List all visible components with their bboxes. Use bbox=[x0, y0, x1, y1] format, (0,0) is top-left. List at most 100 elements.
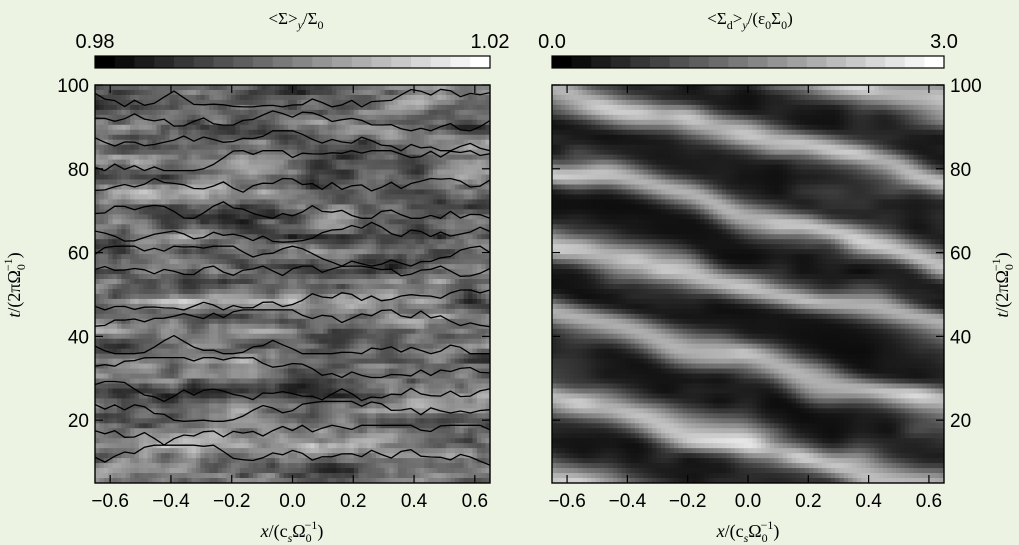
heatmap-cell bbox=[301, 149, 307, 156]
heatmap-cell bbox=[226, 89, 232, 96]
heatmap-cell bbox=[367, 343, 373, 350]
heatmap-cell bbox=[411, 134, 416, 141]
heatmap-cell bbox=[178, 144, 184, 151]
heatmap-cell bbox=[353, 199, 359, 205]
heatmap-cell bbox=[424, 124, 430, 131]
heatmap-cell bbox=[178, 214, 184, 220]
heatmap-cell bbox=[371, 209, 377, 215]
heatmap-cell bbox=[204, 288, 210, 295]
heatmap-cell bbox=[393, 134, 399, 141]
heatmap-cell bbox=[450, 134, 456, 141]
heatmap-cell bbox=[358, 279, 364, 285]
heatmap-cell bbox=[244, 249, 250, 255]
heatmap-cell bbox=[384, 204, 390, 210]
heatmap-cell bbox=[226, 94, 232, 101]
heatmap-cell bbox=[397, 109, 403, 116]
heatmap-cell bbox=[95, 144, 100, 151]
heatmap-cell bbox=[305, 224, 311, 230]
heatmap-cell bbox=[441, 85, 447, 91]
heatmap-cell bbox=[112, 338, 118, 345]
heatmap-cell bbox=[178, 219, 184, 225]
heatmap-cell bbox=[481, 129, 487, 136]
heatmap-cell bbox=[411, 114, 416, 121]
heatmap-cell bbox=[125, 174, 131, 181]
heatmap-cell bbox=[428, 189, 434, 196]
heatmap-cell bbox=[336, 199, 342, 205]
heatmap-cell bbox=[279, 288, 285, 295]
heatmap-cell bbox=[222, 254, 228, 260]
heatmap-cell bbox=[336, 343, 342, 350]
heatmap-cell bbox=[103, 89, 109, 96]
heatmap-cell bbox=[472, 184, 478, 191]
heatmap-cell bbox=[217, 318, 223, 325]
heatmap-cell bbox=[336, 224, 342, 230]
heatmap-cell bbox=[95, 308, 100, 315]
heatmap-cell bbox=[419, 333, 425, 340]
heatmap-cell bbox=[336, 288, 342, 295]
heatmap-cell bbox=[130, 274, 136, 280]
heatmap-cell bbox=[336, 353, 342, 360]
heatmap-cell bbox=[314, 139, 320, 146]
heatmap-cell bbox=[147, 104, 153, 111]
heatmap-cell bbox=[406, 174, 412, 181]
heatmap-cell bbox=[393, 303, 399, 310]
heatmap-cell bbox=[336, 154, 342, 161]
heatmap-cell bbox=[362, 179, 368, 186]
heatmap-cell bbox=[323, 159, 329, 166]
heatmap-cell bbox=[349, 189, 355, 196]
heatmap-cell bbox=[454, 214, 460, 220]
heatmap-cell bbox=[217, 169, 223, 176]
heatmap-cell bbox=[362, 288, 368, 295]
heatmap-cell bbox=[450, 179, 456, 186]
heatmap-cell bbox=[152, 94, 158, 101]
heatmap-cell bbox=[318, 89, 324, 96]
heatmap-cell bbox=[191, 209, 197, 215]
heatmap-cell bbox=[301, 293, 307, 300]
heatmap-cell bbox=[393, 348, 399, 355]
heatmap-cell bbox=[165, 303, 171, 310]
heatmap-cell bbox=[485, 343, 490, 350]
heatmap-cell bbox=[121, 154, 127, 161]
heatmap-cell bbox=[134, 94, 140, 101]
heatmap-cell bbox=[380, 199, 386, 205]
heatmap-cell bbox=[397, 318, 403, 325]
heatmap-cell bbox=[402, 274, 408, 280]
heatmap-cell bbox=[182, 149, 188, 156]
heatmap-cell bbox=[472, 119, 478, 126]
heatmap-cell bbox=[358, 249, 364, 255]
heatmap-cell bbox=[419, 189, 425, 196]
heatmap-cell bbox=[318, 338, 324, 345]
heatmap-cell bbox=[454, 333, 460, 340]
heatmap-cell bbox=[389, 159, 395, 166]
heatmap-cell bbox=[178, 104, 184, 111]
heatmap-cell bbox=[345, 204, 351, 210]
heatmap-cell bbox=[397, 99, 403, 106]
heatmap-cell bbox=[327, 323, 333, 330]
heatmap-cell bbox=[182, 179, 188, 186]
heatmap-cell bbox=[371, 328, 377, 335]
heatmap-cell bbox=[327, 164, 333, 171]
heatmap-cell bbox=[156, 169, 162, 176]
heatmap-cell bbox=[156, 244, 162, 250]
heatmap-cell bbox=[318, 288, 324, 295]
heatmap-cell bbox=[437, 114, 443, 121]
heatmap-cell bbox=[99, 159, 105, 166]
heatmap-cell bbox=[432, 308, 438, 315]
heatmap-cell bbox=[358, 284, 364, 290]
heatmap-cell bbox=[235, 353, 241, 360]
heatmap-cell bbox=[103, 313, 109, 320]
heatmap-cell bbox=[103, 274, 109, 280]
heatmap-cell bbox=[424, 139, 430, 146]
heatmap-cell bbox=[283, 298, 289, 305]
heatmap-cell bbox=[200, 353, 206, 360]
heatmap-cell bbox=[402, 298, 408, 305]
heatmap-cell bbox=[358, 259, 364, 265]
colorbar-swatch bbox=[450, 56, 471, 68]
heatmap-cell bbox=[362, 85, 368, 91]
heatmap-cell bbox=[130, 318, 136, 325]
heatmap-cell bbox=[393, 159, 399, 166]
heatmap-cell bbox=[476, 343, 482, 350]
heatmap-cell bbox=[244, 239, 250, 245]
heatmap-cell bbox=[296, 144, 302, 151]
heatmap-cell bbox=[121, 249, 127, 255]
